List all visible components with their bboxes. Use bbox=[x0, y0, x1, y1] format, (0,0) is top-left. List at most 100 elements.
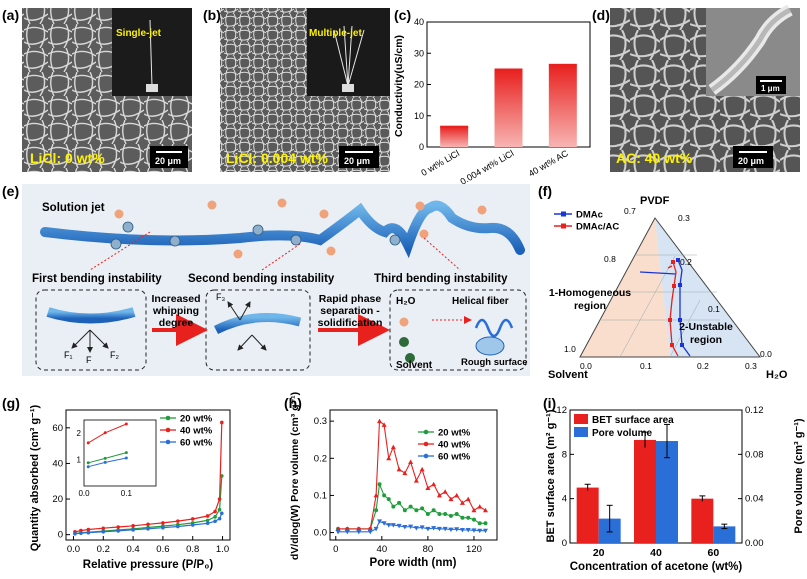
c-bar bbox=[440, 126, 469, 147]
h-legend-marker bbox=[423, 441, 429, 447]
h-series-point bbox=[386, 497, 391, 502]
g-inset-series-point bbox=[103, 431, 107, 435]
g-series-point bbox=[116, 529, 120, 533]
label-first-bending: First bending instability bbox=[32, 273, 162, 285]
charge-particles bbox=[110, 221, 401, 250]
h-series-point bbox=[390, 523, 396, 528]
h-series-point bbox=[437, 512, 442, 516]
h-series-point bbox=[396, 466, 402, 472]
solvent-particles bbox=[114, 198, 487, 259]
h-series-point bbox=[402, 470, 408, 476]
arrow2-line2: separation - bbox=[320, 305, 380, 317]
g-legend-label: 40 wt% bbox=[180, 426, 213, 437]
c-xtick-label: 0 wt% LiCl bbox=[419, 148, 461, 178]
g-legend-marker bbox=[165, 415, 171, 421]
c-xtick-label: 0.004 wt% LiCl bbox=[459, 148, 516, 187]
g-xtick-label: 0.4 bbox=[126, 544, 139, 555]
h-series-point bbox=[454, 492, 460, 498]
label-second-bending: Second bending instability bbox=[188, 273, 335, 285]
c-ytick-label: 10 bbox=[414, 111, 424, 121]
g-series-point bbox=[146, 522, 150, 527]
f-legend-label: DMAc/AC bbox=[576, 222, 619, 233]
g-series-point bbox=[205, 521, 210, 526]
h-series-point bbox=[413, 526, 419, 531]
chart-c-yticks: 0 10 20 30 40 bbox=[414, 17, 431, 152]
f-legend-label: DMAc bbox=[576, 210, 603, 221]
schematic-e: Solution jet First bending instability S… bbox=[22, 184, 530, 376]
axis-top-pvdf: PVDF bbox=[640, 195, 670, 207]
g-ytick-label: 60 bbox=[52, 423, 63, 434]
inset-label-single-jet: Single-jet bbox=[116, 28, 162, 39]
h-legend-label: 20 wt% bbox=[438, 428, 471, 439]
h-series-point bbox=[477, 528, 483, 534]
region-homogeneous bbox=[580, 218, 670, 357]
f-left-tick: 0.7 bbox=[624, 206, 636, 216]
chart-g-frame bbox=[65, 409, 231, 541]
c-ytick-label: 0 bbox=[419, 142, 424, 152]
label-third-bending: Third bending instability bbox=[374, 273, 508, 285]
g-series-point bbox=[213, 519, 217, 524]
g-series-point bbox=[176, 519, 180, 523]
h-series-point bbox=[390, 444, 396, 450]
chart-i-xlabel: Concentration of acetone (wt%) bbox=[570, 561, 743, 573]
force-f: F bbox=[86, 355, 92, 365]
i-legend-swatch bbox=[574, 414, 588, 424]
g-inset-xtick-label: 0.1 bbox=[121, 489, 133, 498]
f-left-tick: 1.0 bbox=[564, 344, 576, 354]
h-series-point bbox=[356, 526, 362, 531]
c-bar-top bbox=[548, 63, 577, 66]
i-ytick-label: 4 bbox=[562, 494, 567, 505]
h-series-point bbox=[448, 513, 453, 518]
arrow1-line1: Increased bbox=[151, 293, 200, 305]
h-series-point bbox=[454, 527, 460, 532]
chart-c-bars bbox=[440, 63, 577, 147]
chart-g-xlabel: Relative pressure (P/P₀) bbox=[83, 559, 214, 571]
h-series-point bbox=[466, 515, 471, 520]
h-series-point bbox=[381, 422, 387, 427]
h-ytick-label: 0.2 bbox=[314, 453, 327, 464]
h-series-point bbox=[391, 504, 396, 509]
h-series-point bbox=[477, 521, 482, 526]
h-series-point bbox=[483, 521, 488, 526]
i-ytick-label: 12 bbox=[556, 405, 567, 416]
f-right-tick: 0.0 bbox=[760, 349, 772, 359]
chart-c-ylabel: Conductivity(uS/cm) bbox=[393, 35, 405, 137]
panel-label-b: (b) bbox=[203, 7, 221, 23]
i-bar-bet bbox=[576, 487, 599, 543]
g-inset-series-point bbox=[124, 456, 128, 460]
h-series-point bbox=[425, 526, 431, 532]
h-series-point bbox=[377, 482, 382, 487]
region-unstable-l1: 2-Unstable bbox=[679, 321, 733, 333]
i-ytick-label: 8 bbox=[562, 449, 567, 460]
i-ytick2-label: 0.00 bbox=[745, 538, 764, 549]
i-legend-label: BET surface area bbox=[592, 415, 674, 426]
c-bar-top bbox=[494, 68, 523, 71]
i-bar-pore bbox=[656, 441, 678, 543]
panel-label-i: (i) bbox=[543, 395, 556, 411]
h-legend-label: 40 wt% bbox=[438, 440, 471, 451]
i-bar-pore bbox=[713, 526, 736, 543]
chart-h-frame bbox=[329, 409, 498, 541]
inset-label-multiple-jet: Multiple-jet bbox=[309, 28, 362, 39]
h-series-point bbox=[402, 525, 408, 530]
h-series-point bbox=[459, 500, 465, 505]
h-series-point bbox=[344, 529, 350, 535]
g-series-point bbox=[217, 497, 222, 501]
i-ytick2-label: 0.12 bbox=[745, 405, 764, 416]
h-series-point bbox=[367, 529, 373, 535]
f-bottom-tick: 0.1 bbox=[640, 361, 652, 371]
f-bottom-tick: 0.3 bbox=[745, 361, 757, 371]
h-series-point bbox=[386, 523, 392, 528]
c-ytick-label: 20 bbox=[414, 80, 424, 90]
i-bar-bet bbox=[634, 439, 656, 543]
g-series-point bbox=[176, 524, 180, 529]
i-xtick-label: 60 bbox=[707, 547, 719, 559]
g-series-point bbox=[217, 507, 222, 512]
c-bar bbox=[548, 64, 577, 147]
f-right-tick: 0.3 bbox=[678, 213, 690, 223]
h-series-point bbox=[482, 507, 488, 513]
